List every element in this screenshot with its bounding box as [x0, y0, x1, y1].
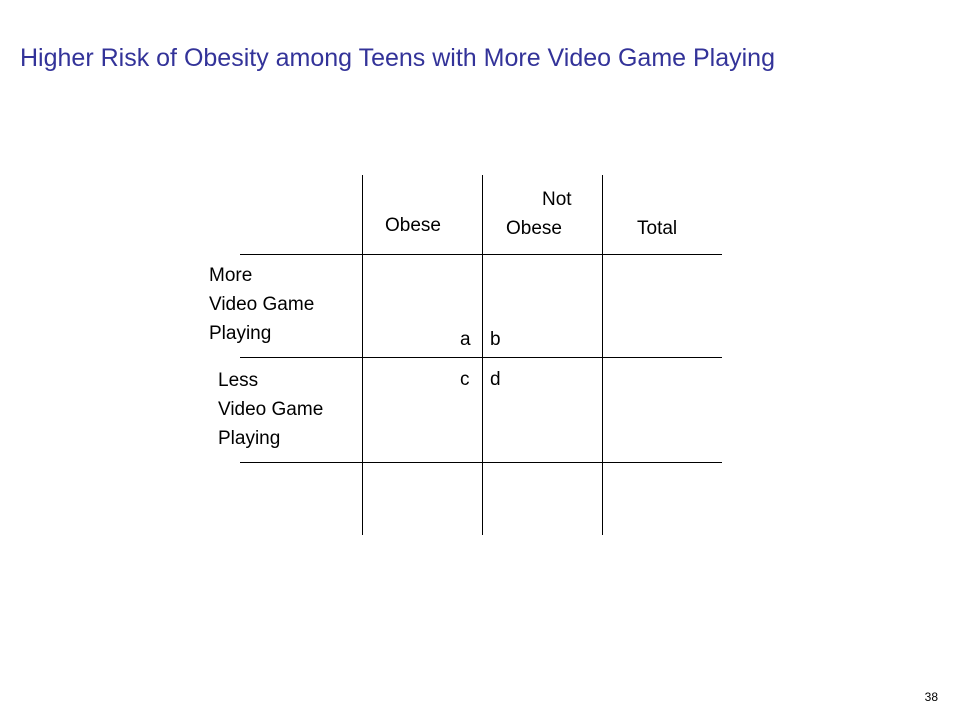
- cell-d: d: [490, 369, 501, 390]
- column-header-not-obese-line2: Obese: [506, 218, 562, 239]
- cell-c: c: [460, 369, 470, 390]
- column-header-obese: Obese: [385, 215, 441, 236]
- table-divider-horizontal-3: [240, 462, 722, 463]
- row-label-more-line3: Playing: [209, 323, 272, 344]
- row-label-less-line2: Video Game: [218, 399, 324, 420]
- cell-a: a: [460, 329, 471, 350]
- table-divider-vertical-3: [602, 175, 603, 535]
- table-divider-vertical-2: [482, 175, 483, 535]
- row-label-more-line1: More: [209, 265, 253, 286]
- row-label-more-line2: Video Game: [209, 294, 315, 315]
- row-label-less-line3: Playing: [218, 428, 281, 449]
- column-header-total: Total: [637, 218, 678, 239]
- cell-b: b: [490, 329, 501, 350]
- slide-title: Higher Risk of Obesity among Teens with …: [20, 44, 775, 72]
- column-header-not-obese-line1: Not: [542, 189, 572, 210]
- table-divider-horizontal-2: [240, 357, 722, 358]
- page-number: 38: [924, 690, 938, 704]
- table-divider-horizontal-1: [240, 254, 722, 255]
- table-divider-vertical-1: [362, 175, 363, 535]
- row-label-less-line1: Less: [218, 370, 259, 391]
